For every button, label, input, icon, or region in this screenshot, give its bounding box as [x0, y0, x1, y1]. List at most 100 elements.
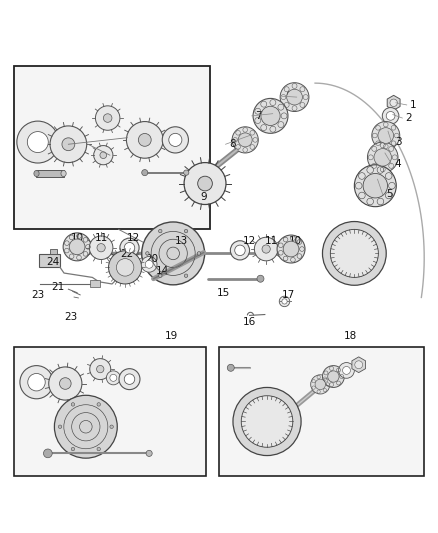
Text: 11: 11	[265, 236, 278, 246]
Circle shape	[372, 122, 400, 149]
Text: 23: 23	[31, 290, 44, 300]
Text: 4: 4	[395, 159, 401, 169]
Circle shape	[232, 127, 258, 153]
Circle shape	[146, 450, 152, 456]
Circle shape	[339, 362, 354, 378]
Text: 16: 16	[243, 317, 256, 327]
Circle shape	[60, 378, 71, 389]
Circle shape	[354, 165, 396, 207]
Circle shape	[54, 395, 117, 458]
Text: 21: 21	[51, 282, 64, 292]
Text: 18: 18	[343, 332, 357, 341]
Polygon shape	[352, 357, 366, 373]
Text: 15: 15	[217, 288, 230, 298]
Text: 1: 1	[410, 100, 417, 110]
Circle shape	[230, 241, 250, 260]
Circle shape	[283, 241, 299, 257]
Circle shape	[43, 449, 52, 458]
Circle shape	[169, 133, 182, 147]
Text: 19: 19	[164, 332, 177, 341]
Circle shape	[71, 403, 74, 406]
Circle shape	[262, 245, 270, 253]
Text: 2: 2	[406, 113, 412, 123]
Circle shape	[141, 256, 157, 272]
Circle shape	[97, 244, 105, 252]
Bar	[36, 171, 64, 176]
Circle shape	[110, 374, 117, 381]
Circle shape	[106, 371, 120, 385]
Circle shape	[280, 83, 309, 111]
Circle shape	[184, 274, 188, 278]
Bar	[90, 280, 100, 287]
Circle shape	[71, 447, 74, 451]
Circle shape	[103, 114, 112, 123]
Circle shape	[162, 127, 188, 153]
Circle shape	[254, 237, 278, 261]
Circle shape	[328, 371, 339, 382]
Circle shape	[378, 128, 394, 143]
Circle shape	[127, 122, 163, 158]
Bar	[14, 348, 206, 476]
Text: 6: 6	[286, 91, 292, 101]
Circle shape	[257, 275, 264, 282]
Circle shape	[261, 106, 280, 125]
Circle shape	[145, 261, 153, 268]
Circle shape	[287, 89, 302, 105]
Text: 11: 11	[95, 233, 108, 243]
Circle shape	[367, 142, 398, 173]
Circle shape	[374, 149, 392, 166]
Circle shape	[124, 243, 135, 253]
Circle shape	[184, 170, 189, 175]
Bar	[49, 249, 57, 254]
Bar	[14, 66, 210, 229]
Text: 9: 9	[201, 192, 207, 201]
Circle shape	[197, 252, 201, 255]
Circle shape	[233, 387, 301, 456]
Circle shape	[20, 366, 53, 399]
Circle shape	[90, 359, 111, 379]
Circle shape	[363, 174, 388, 198]
Circle shape	[138, 133, 151, 146]
Text: 13: 13	[175, 236, 188, 246]
Text: 12: 12	[243, 236, 256, 246]
Circle shape	[49, 367, 82, 400]
Circle shape	[119, 369, 140, 390]
Circle shape	[184, 229, 188, 233]
Text: 3: 3	[395, 137, 401, 147]
Circle shape	[330, 229, 378, 277]
Text: 17: 17	[282, 290, 296, 300]
Circle shape	[109, 251, 142, 284]
Ellipse shape	[34, 171, 39, 176]
Circle shape	[322, 222, 386, 285]
Circle shape	[96, 366, 104, 373]
Circle shape	[17, 121, 59, 163]
Circle shape	[146, 252, 149, 255]
Circle shape	[117, 259, 134, 276]
Text: 10: 10	[71, 233, 84, 243]
Circle shape	[69, 239, 85, 255]
Circle shape	[382, 108, 399, 124]
Circle shape	[89, 236, 113, 260]
Circle shape	[124, 374, 135, 384]
Circle shape	[95, 106, 120, 130]
Circle shape	[390, 99, 397, 107]
Circle shape	[159, 274, 162, 278]
Circle shape	[227, 364, 234, 372]
Circle shape	[110, 425, 113, 429]
Text: 24: 24	[46, 257, 60, 267]
Bar	[219, 348, 424, 476]
Circle shape	[277, 235, 305, 263]
Circle shape	[241, 395, 293, 447]
Text: 23: 23	[64, 312, 77, 322]
Circle shape	[343, 367, 350, 374]
Circle shape	[100, 152, 107, 158]
Circle shape	[322, 366, 344, 387]
Ellipse shape	[61, 171, 66, 176]
Text: 22: 22	[121, 249, 134, 259]
Polygon shape	[387, 95, 400, 110]
Circle shape	[120, 238, 139, 257]
Text: 14: 14	[155, 266, 169, 276]
Circle shape	[97, 447, 100, 451]
Circle shape	[386, 111, 395, 120]
Circle shape	[198, 176, 212, 191]
